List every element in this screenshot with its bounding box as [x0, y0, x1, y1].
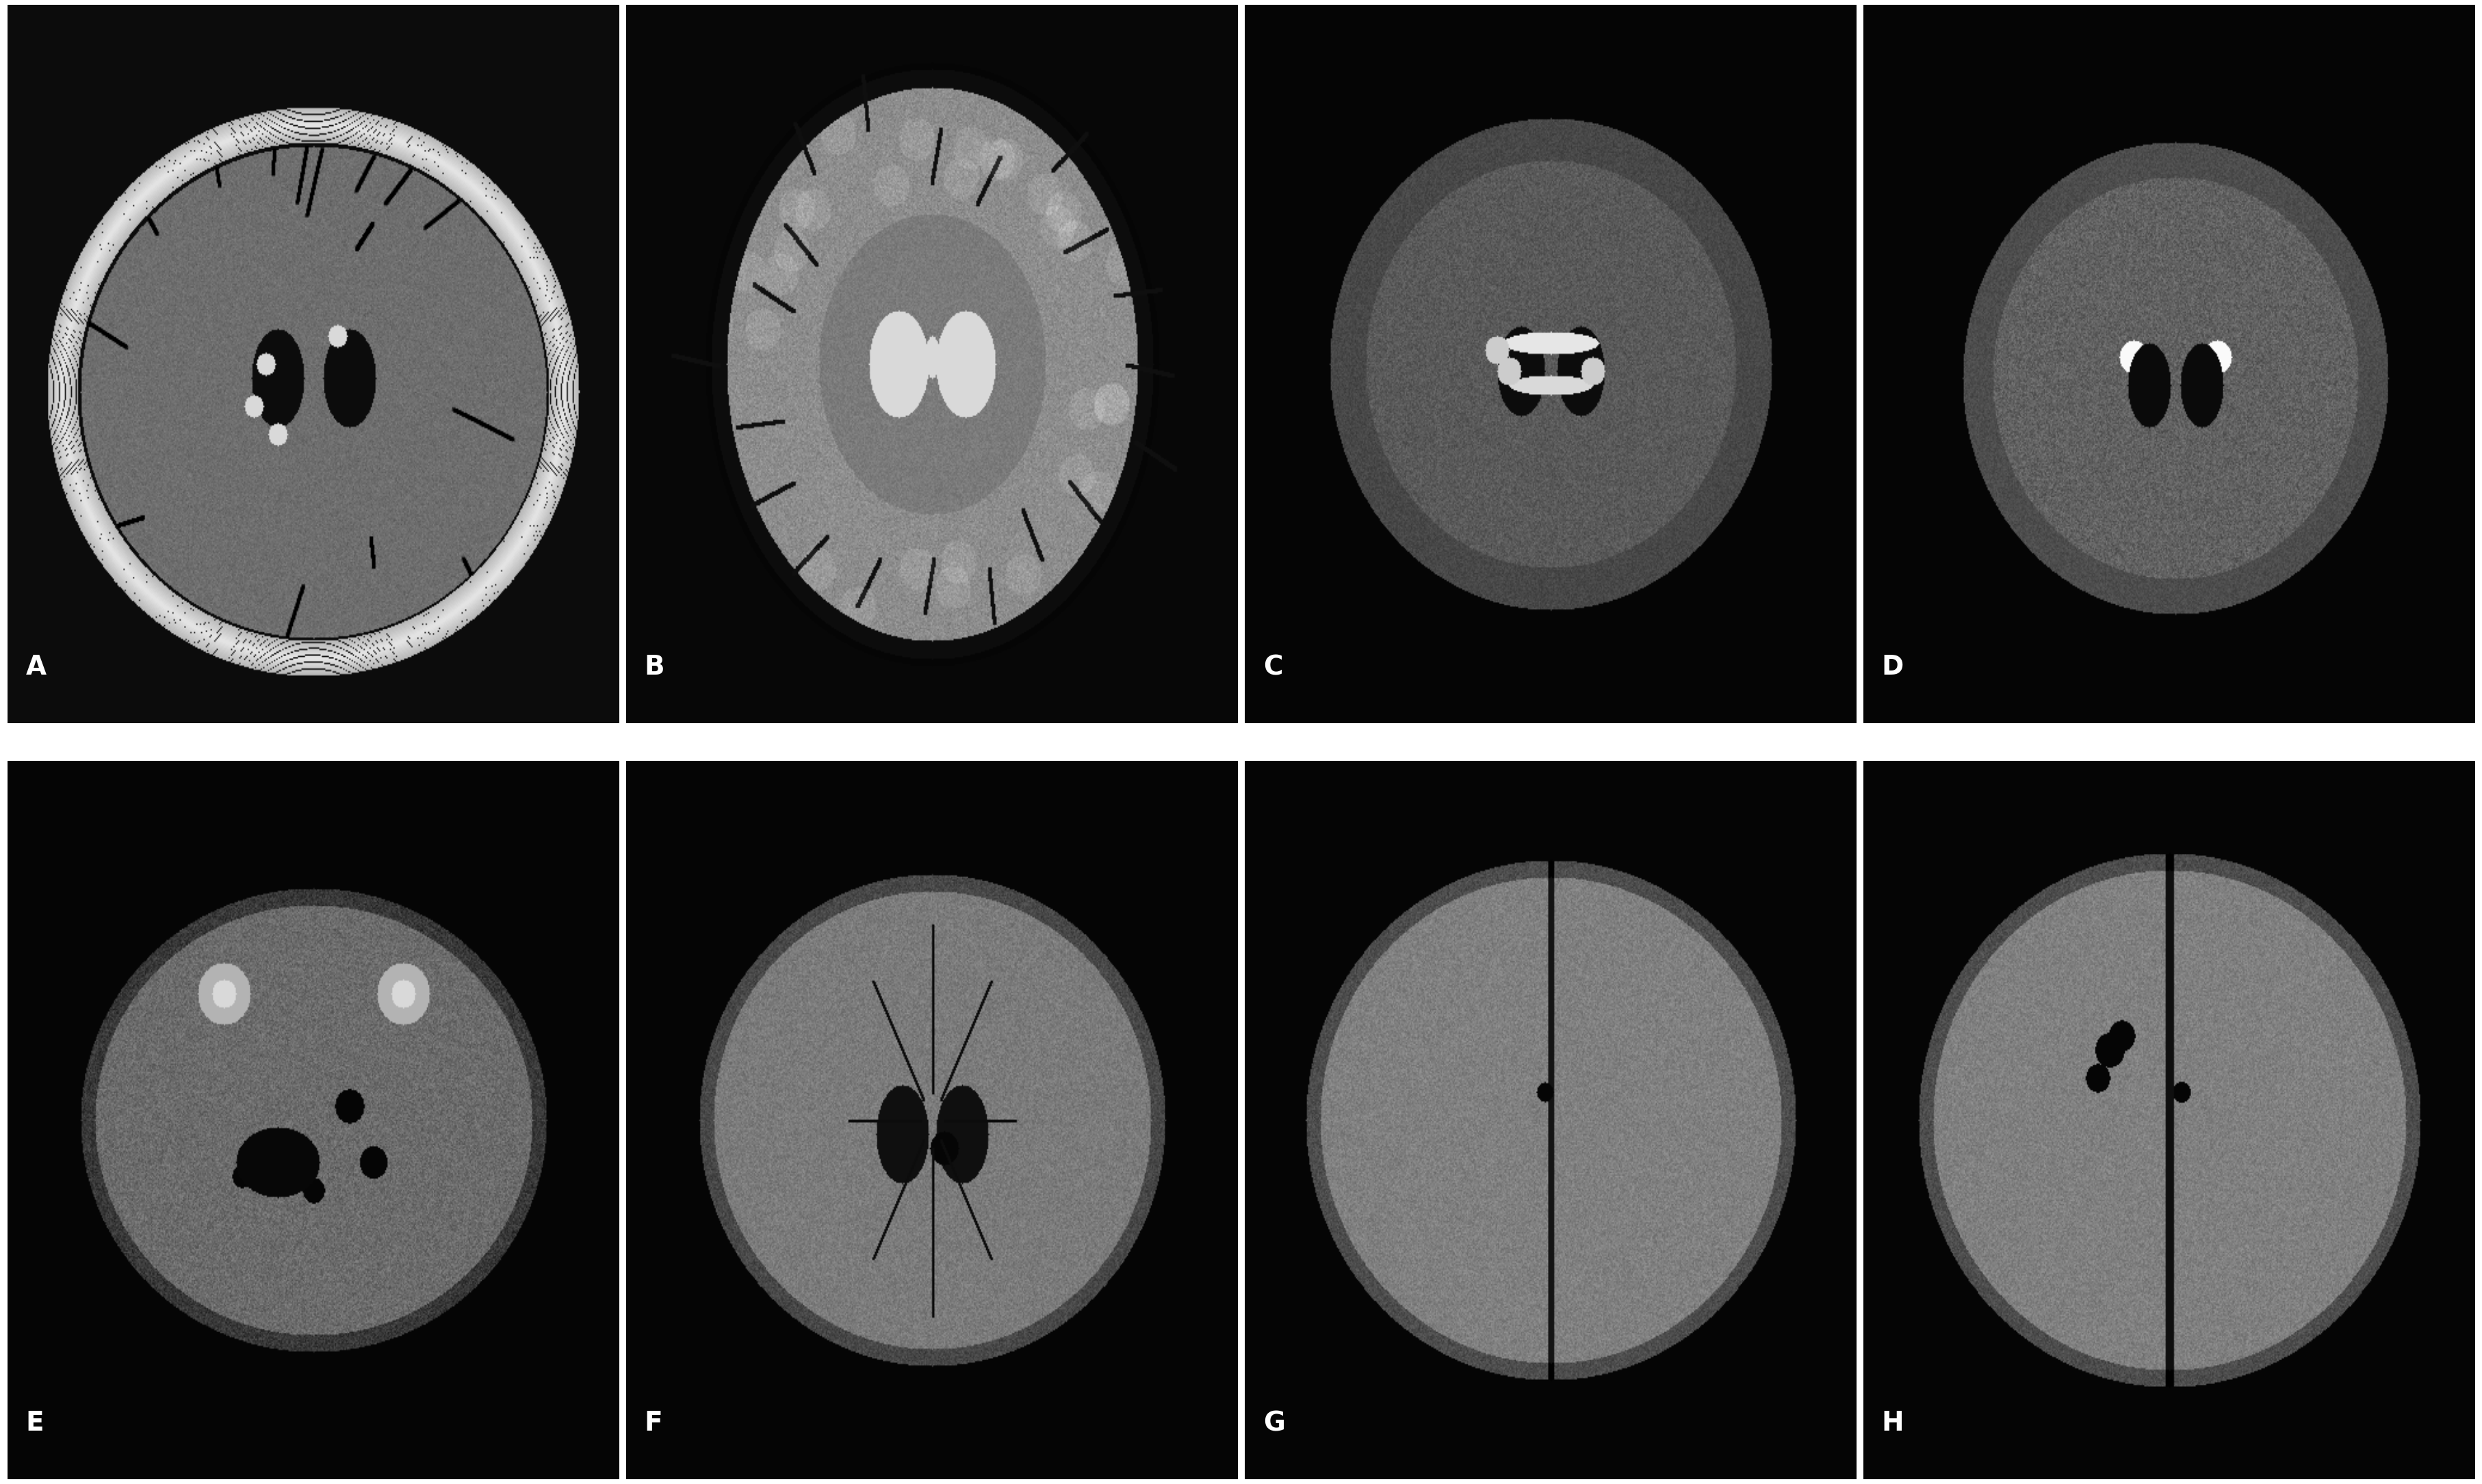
Text: H: H [1881, 1410, 1904, 1437]
Text: E: E [25, 1410, 45, 1437]
Text: G: G [1263, 1410, 1286, 1437]
Text: F: F [645, 1410, 663, 1437]
Text: B: B [645, 654, 665, 680]
Text: A: A [25, 654, 47, 680]
Text: C: C [1263, 654, 1283, 680]
Text: D: D [1881, 654, 1904, 680]
